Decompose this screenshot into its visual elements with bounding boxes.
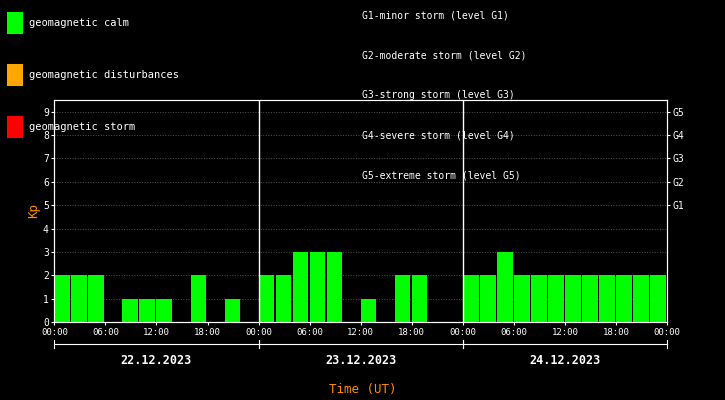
Bar <box>599 275 615 322</box>
Bar <box>71 275 87 322</box>
Bar <box>327 252 342 322</box>
Bar <box>88 275 104 322</box>
Y-axis label: Kp: Kp <box>27 204 40 218</box>
Bar <box>276 275 291 322</box>
Bar <box>157 299 173 322</box>
Text: G4-severe storm (level G4): G4-severe storm (level G4) <box>362 130 515 140</box>
Text: geomagnetic disturbances: geomagnetic disturbances <box>29 70 179 80</box>
Bar <box>616 275 631 322</box>
Text: Time (UT): Time (UT) <box>328 383 397 396</box>
Bar <box>514 275 529 322</box>
Bar <box>531 275 547 322</box>
Bar <box>123 299 138 322</box>
Bar <box>548 275 563 322</box>
Text: G3-strong storm (level G3): G3-strong storm (level G3) <box>362 90 515 100</box>
Text: G5-extreme storm (level G5): G5-extreme storm (level G5) <box>362 170 521 180</box>
Bar <box>310 252 326 322</box>
Text: geomagnetic storm: geomagnetic storm <box>29 122 136 132</box>
Bar <box>480 275 496 322</box>
Text: geomagnetic calm: geomagnetic calm <box>29 18 129 28</box>
Text: G1-minor storm (level G1): G1-minor storm (level G1) <box>362 10 510 20</box>
Bar <box>412 275 428 322</box>
Bar <box>259 275 274 322</box>
Bar <box>463 275 478 322</box>
Bar <box>225 299 240 322</box>
Text: G2-moderate storm (level G2): G2-moderate storm (level G2) <box>362 50 527 60</box>
Bar <box>360 299 376 322</box>
Bar <box>191 275 206 322</box>
Bar <box>497 252 513 322</box>
Bar <box>565 275 581 322</box>
Bar <box>139 299 155 322</box>
Bar <box>293 252 308 322</box>
Text: 23.12.2023: 23.12.2023 <box>325 354 397 366</box>
Bar <box>633 275 649 322</box>
Text: 24.12.2023: 24.12.2023 <box>529 354 600 366</box>
Bar <box>394 275 410 322</box>
Bar <box>582 275 597 322</box>
Bar <box>54 275 70 322</box>
Text: 22.12.2023: 22.12.2023 <box>121 354 192 366</box>
Bar <box>650 275 666 322</box>
